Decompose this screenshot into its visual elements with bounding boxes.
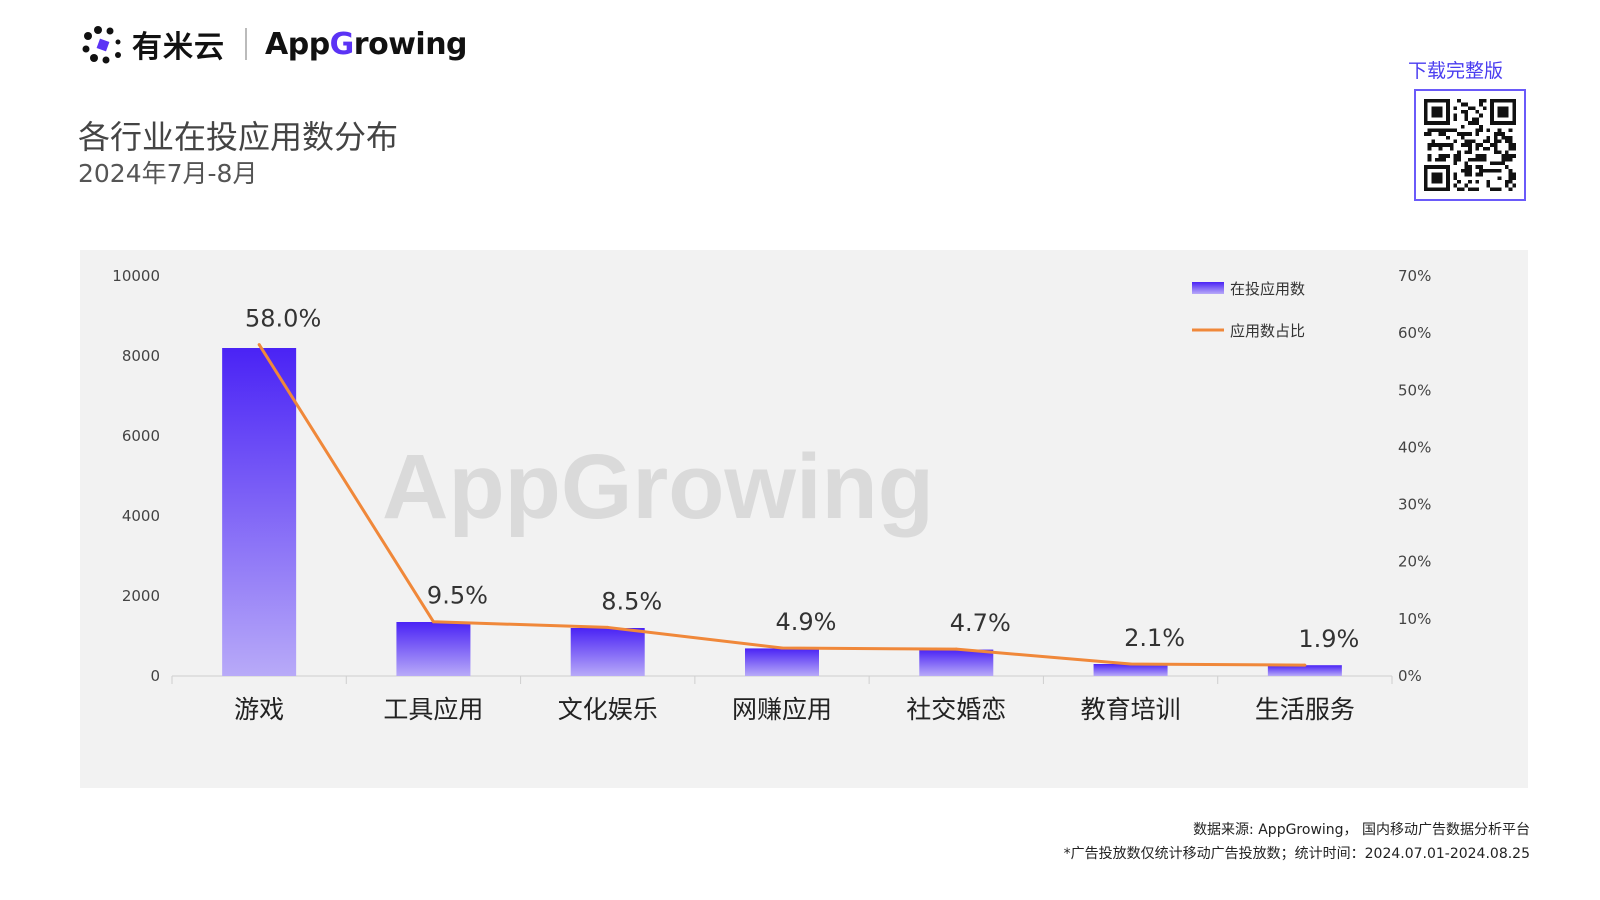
y2-tick-label: 50% xyxy=(1398,381,1431,399)
data-source-note: 数据来源: AppGrowing， 国内移动广告数据分析平台 xyxy=(1193,822,1530,838)
x-category-label: 生活服务 xyxy=(1255,695,1355,724)
bar[interactable] xyxy=(222,348,297,676)
y-tick-label: 0 xyxy=(150,667,160,685)
youmi-logo-icon xyxy=(80,22,126,66)
data-label: 9.5% xyxy=(427,582,488,610)
qr-code[interactable] xyxy=(1414,89,1526,201)
x-category-label: 文化娱乐 xyxy=(558,695,658,724)
x-category-label: 网赚应用 xyxy=(732,695,832,724)
data-label: 58.0% xyxy=(245,305,321,333)
page-title: 各行业在投应用数分布 xyxy=(78,118,399,156)
legend-swatch-bar xyxy=(1192,282,1224,294)
bar[interactable] xyxy=(1093,664,1168,676)
line-point[interactable] xyxy=(1129,662,1133,666)
brand-header: 有米云 AppGrowing xyxy=(80,22,468,66)
brand-en-left: App xyxy=(265,26,330,62)
brand-en-right: rowing xyxy=(353,26,468,62)
data-label: 8.5% xyxy=(601,587,662,615)
y2-tick-label: 10% xyxy=(1398,610,1431,628)
line-point[interactable] xyxy=(606,625,610,629)
download-full-version-link[interactable]: 下载完整版 xyxy=(1408,60,1504,82)
bar[interactable] xyxy=(396,622,471,676)
y-tick-label: 6000 xyxy=(122,427,160,445)
chart-panel: AppGrowing 0 2000 4000 6000 8000 10000 0% 10% 20%… xyxy=(80,250,1528,788)
y-tick-label: 4000 xyxy=(122,507,160,525)
x-category-label: 游戏 xyxy=(234,695,284,724)
x-category-label: 工具应用 xyxy=(383,695,483,724)
data-label: 2.1% xyxy=(1124,624,1185,652)
line-point[interactable] xyxy=(1303,663,1307,667)
bar[interactable] xyxy=(1267,665,1342,676)
bar[interactable] xyxy=(745,648,819,676)
brand-en-g: G xyxy=(329,26,355,62)
statistics-note: *广告投放数仅统计移动广告投放数；统计时间：2024.07.01-2024.08… xyxy=(1063,846,1530,862)
y2-tick-label: 30% xyxy=(1398,496,1431,514)
x-category-label: 社交婚恋 xyxy=(906,695,1006,724)
x-category-label: 教育培训 xyxy=(1081,695,1181,724)
brand-name-en: AppGrowing xyxy=(265,26,468,62)
chart-svg: AppGrowing 0 2000 4000 6000 8000 10000 0% 10% 20%… xyxy=(112,267,1431,724)
brand-divider xyxy=(245,28,247,60)
legend-label: 应用数占比 xyxy=(1230,322,1305,340)
line-point[interactable] xyxy=(257,343,261,347)
brand-name-cn: 有米云 xyxy=(132,30,225,65)
data-label: 4.7% xyxy=(950,609,1011,637)
data-label: 1.9% xyxy=(1298,625,1359,653)
watermark: AppGrowing xyxy=(382,436,934,538)
y-tick-label: 10000 xyxy=(112,267,160,285)
qr-code-icon xyxy=(1424,99,1516,191)
y2-tick-label: 70% xyxy=(1398,267,1431,285)
data-label: 4.9% xyxy=(776,608,837,636)
line-point[interactable] xyxy=(431,620,435,624)
y2-tick-label: 60% xyxy=(1398,324,1431,342)
page-subtitle: 2024年7月-8月 xyxy=(78,159,258,188)
y-tick-label: 8000 xyxy=(122,347,160,365)
legend-label: 在投应用数 xyxy=(1230,280,1305,298)
bar[interactable] xyxy=(570,628,645,676)
y2-tick-label: 20% xyxy=(1398,553,1431,571)
line-point[interactable] xyxy=(780,646,784,650)
y2-tick-label: 0% xyxy=(1398,667,1422,685)
y2-tick-label: 40% xyxy=(1398,438,1431,456)
line-point[interactable] xyxy=(954,647,958,651)
y-tick-label: 2000 xyxy=(122,587,160,605)
bar[interactable] xyxy=(919,649,994,676)
